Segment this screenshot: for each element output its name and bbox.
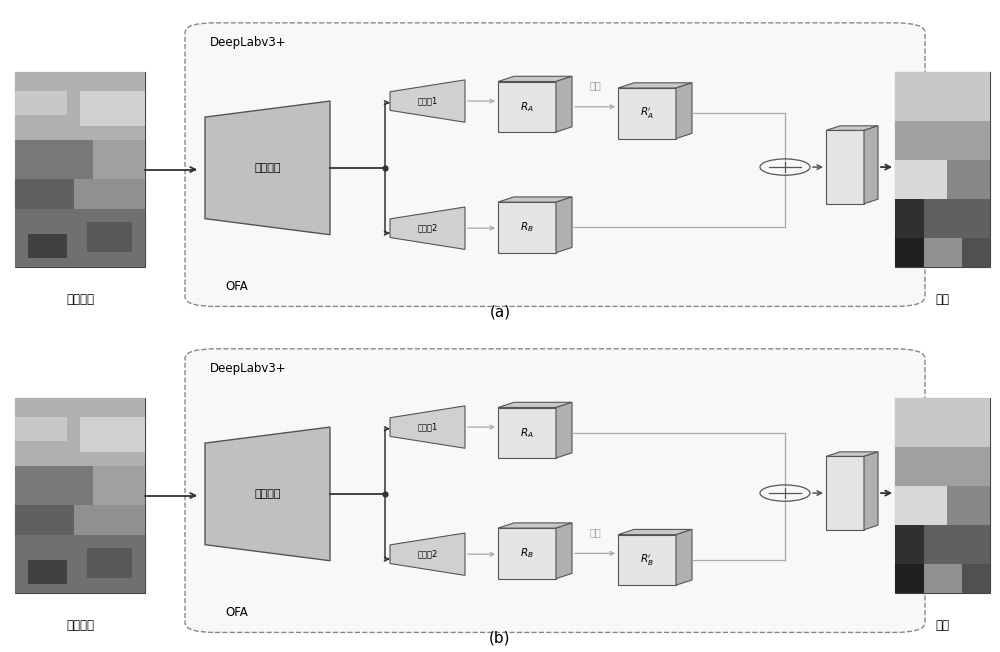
Text: $R_B$: $R_B$ (520, 546, 534, 560)
Polygon shape (826, 452, 878, 456)
FancyBboxPatch shape (962, 238, 990, 267)
FancyBboxPatch shape (895, 72, 990, 121)
Polygon shape (205, 427, 330, 561)
FancyBboxPatch shape (28, 560, 67, 584)
Polygon shape (864, 452, 878, 529)
FancyBboxPatch shape (15, 466, 93, 505)
Text: $R_A'$: $R_A'$ (640, 106, 654, 121)
Polygon shape (498, 408, 556, 458)
FancyBboxPatch shape (15, 72, 145, 140)
Text: 骨干网络: 骨干网络 (254, 163, 281, 173)
Text: OFA: OFA (225, 280, 248, 293)
FancyBboxPatch shape (895, 121, 990, 160)
FancyBboxPatch shape (15, 505, 74, 535)
FancyBboxPatch shape (962, 564, 990, 593)
FancyBboxPatch shape (15, 398, 145, 466)
FancyBboxPatch shape (924, 238, 962, 267)
Polygon shape (618, 529, 692, 535)
Polygon shape (498, 197, 572, 202)
FancyBboxPatch shape (15, 535, 145, 593)
Polygon shape (618, 88, 676, 138)
FancyBboxPatch shape (947, 486, 990, 525)
Polygon shape (864, 126, 878, 203)
FancyBboxPatch shape (93, 140, 145, 179)
FancyBboxPatch shape (87, 222, 132, 252)
FancyBboxPatch shape (895, 525, 924, 564)
Text: DeepLabv3+: DeepLabv3+ (210, 36, 287, 49)
FancyBboxPatch shape (185, 23, 925, 306)
FancyBboxPatch shape (15, 398, 145, 593)
Polygon shape (826, 126, 878, 130)
FancyBboxPatch shape (80, 91, 145, 126)
FancyBboxPatch shape (924, 199, 990, 238)
Polygon shape (390, 207, 465, 249)
Polygon shape (676, 529, 692, 585)
FancyBboxPatch shape (15, 140, 93, 179)
FancyBboxPatch shape (93, 466, 145, 505)
FancyBboxPatch shape (80, 417, 145, 452)
FancyBboxPatch shape (15, 91, 67, 115)
FancyBboxPatch shape (15, 417, 67, 441)
Text: $R_A$: $R_A$ (520, 426, 534, 439)
Text: 拆分: 拆分 (589, 80, 601, 91)
Text: 合并: 合并 (589, 527, 601, 537)
FancyBboxPatch shape (895, 564, 924, 593)
Polygon shape (826, 130, 864, 203)
Text: 分割头2: 分割头2 (417, 550, 438, 559)
Polygon shape (498, 202, 556, 252)
Polygon shape (498, 523, 572, 528)
Polygon shape (556, 523, 572, 579)
FancyBboxPatch shape (15, 209, 145, 267)
Text: OFA: OFA (225, 606, 248, 619)
FancyBboxPatch shape (947, 160, 990, 199)
Text: (a): (a) (489, 304, 511, 319)
Text: 输出: 输出 (936, 293, 950, 306)
FancyBboxPatch shape (895, 447, 990, 486)
Polygon shape (498, 82, 556, 132)
FancyBboxPatch shape (895, 486, 947, 525)
FancyBboxPatch shape (895, 238, 924, 267)
FancyBboxPatch shape (924, 525, 990, 564)
FancyBboxPatch shape (895, 160, 947, 199)
Polygon shape (676, 83, 692, 138)
Polygon shape (556, 76, 572, 132)
Polygon shape (390, 533, 465, 575)
Text: DeepLabv3+: DeepLabv3+ (210, 362, 287, 375)
Text: 输入图像: 输入图像 (66, 293, 94, 306)
FancyBboxPatch shape (74, 179, 145, 209)
FancyBboxPatch shape (28, 234, 67, 258)
Text: 骨干网络: 骨干网络 (254, 489, 281, 499)
Text: 输入图像: 输入图像 (66, 619, 94, 632)
Polygon shape (618, 535, 676, 585)
Text: $R_A$: $R_A$ (520, 100, 534, 113)
Polygon shape (390, 406, 465, 449)
FancyBboxPatch shape (15, 179, 74, 209)
Polygon shape (618, 83, 692, 88)
FancyBboxPatch shape (895, 398, 990, 447)
Polygon shape (390, 80, 465, 123)
FancyBboxPatch shape (895, 72, 990, 267)
FancyBboxPatch shape (15, 72, 145, 267)
FancyBboxPatch shape (895, 199, 924, 238)
Polygon shape (498, 402, 572, 408)
Polygon shape (826, 456, 864, 529)
Text: 分割头1: 分割头1 (417, 422, 438, 432)
Polygon shape (205, 101, 330, 235)
Text: $R_B$: $R_B$ (520, 220, 534, 234)
FancyBboxPatch shape (87, 548, 132, 578)
Polygon shape (556, 197, 572, 252)
Polygon shape (556, 402, 572, 458)
Polygon shape (498, 76, 572, 82)
Text: (b): (b) (489, 630, 511, 645)
FancyBboxPatch shape (895, 398, 990, 593)
FancyBboxPatch shape (185, 349, 925, 632)
Text: 分割头2: 分割头2 (417, 224, 438, 233)
FancyBboxPatch shape (74, 505, 145, 535)
Text: $R_B'$: $R_B'$ (640, 552, 654, 568)
Polygon shape (498, 528, 556, 579)
Text: 分割头1: 分割头1 (417, 96, 438, 106)
Text: 输出: 输出 (936, 619, 950, 632)
FancyBboxPatch shape (924, 564, 962, 593)
